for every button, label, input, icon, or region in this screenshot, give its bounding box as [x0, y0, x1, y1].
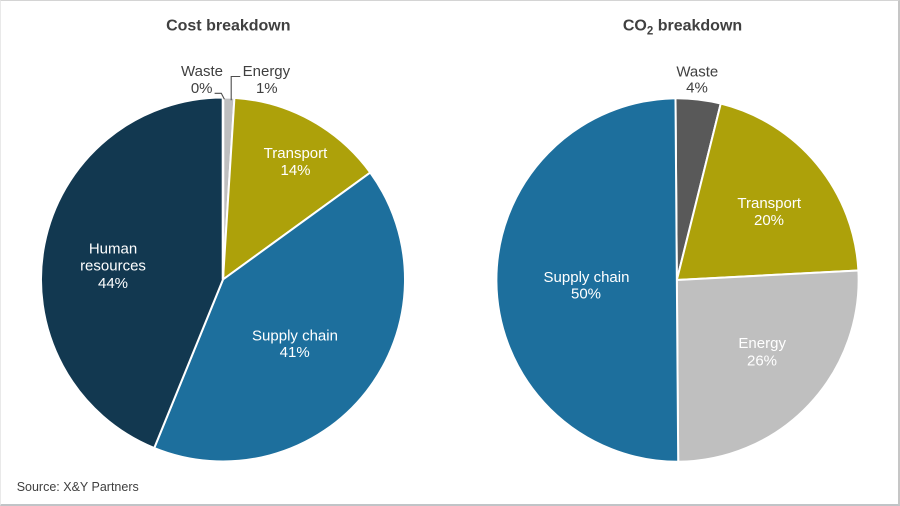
svg-text:Transport: Transport: [264, 145, 328, 162]
svg-text:Supply chain: Supply chain: [544, 269, 630, 286]
svg-text:4%: 4%: [686, 80, 708, 97]
svg-text:14%: 14%: [280, 162, 310, 179]
svg-text:0%: 0%: [191, 80, 213, 97]
svg-text:44%: 44%: [98, 275, 128, 292]
svg-text:20%: 20%: [754, 212, 784, 229]
svg-text:26%: 26%: [747, 353, 777, 370]
svg-text:Transport: Transport: [737, 195, 801, 212]
svg-text:Supply chain: Supply chain: [252, 328, 338, 345]
svg-text:Energy: Energy: [243, 63, 291, 80]
svg-text:1%: 1%: [256, 80, 278, 97]
svg-text:Waste: Waste: [181, 63, 223, 80]
svg-text:Cost breakdown: Cost breakdown: [166, 18, 290, 35]
svg-text:CO2 breakdown: CO2 breakdown: [623, 18, 742, 38]
svg-text:Human: Human: [89, 240, 137, 257]
svg-text:Energy: Energy: [738, 335, 786, 352]
svg-text:Waste: Waste: [676, 63, 718, 80]
svg-text:41%: 41%: [280, 344, 310, 361]
svg-text:resources: resources: [80, 257, 146, 274]
svg-text:50%: 50%: [571, 285, 601, 302]
svg-text:Source: X&Y Partners: Source: X&Y Partners: [17, 480, 139, 494]
